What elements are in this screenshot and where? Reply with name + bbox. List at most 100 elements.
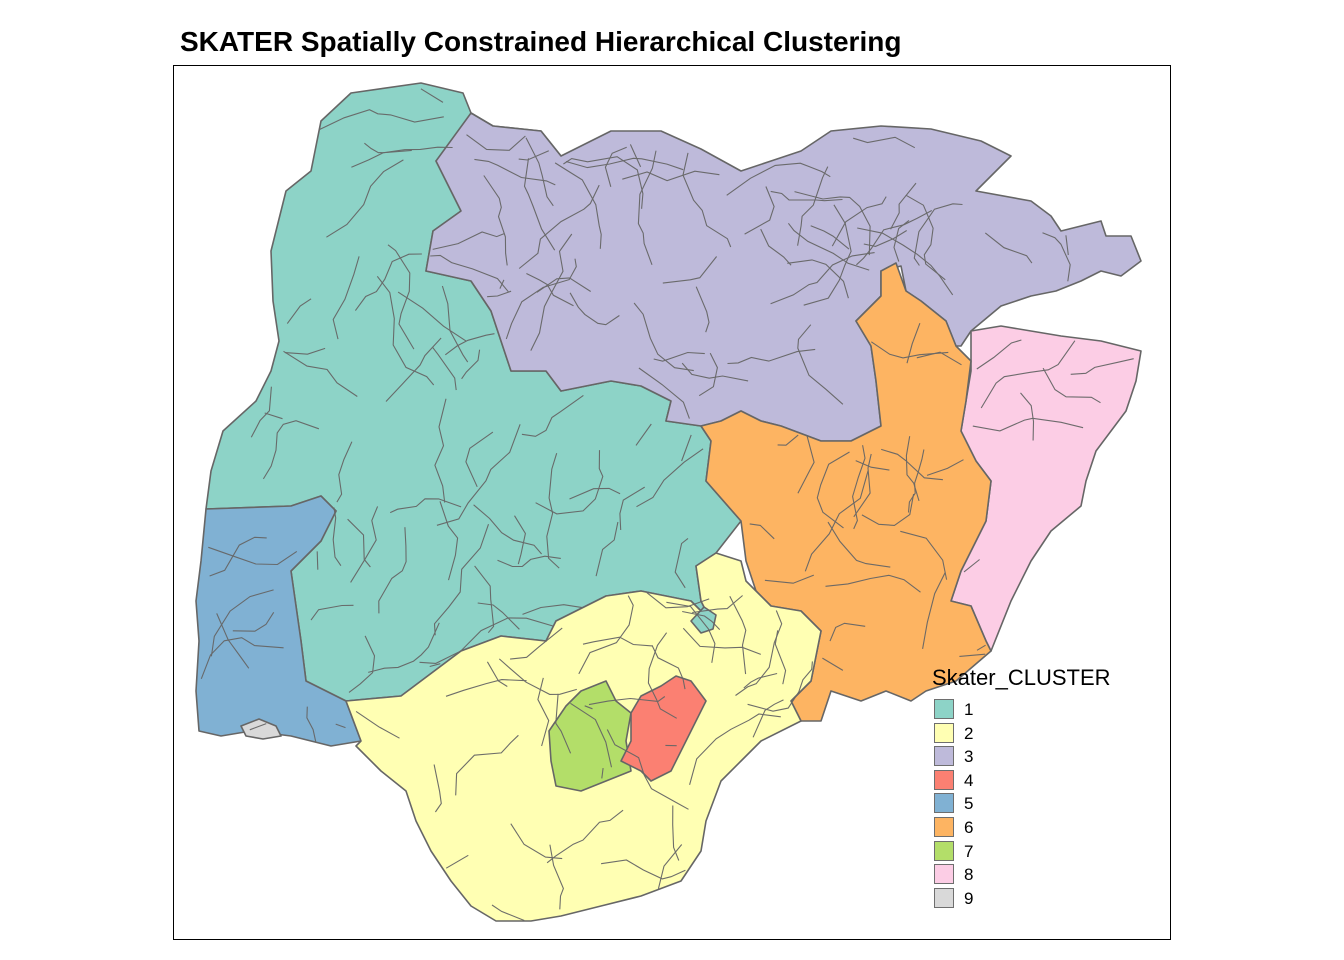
lga-boundary (787, 222, 870, 271)
lga-boundary (881, 448, 943, 481)
lga-boundary (563, 156, 644, 209)
legend-label: 7 (964, 841, 974, 861)
lga-boundary (638, 367, 690, 419)
lga-boundary (439, 501, 459, 581)
cluster-region-1-island (690, 606, 717, 634)
cluster-region-5 (195, 495, 362, 747)
lga-boundary (546, 453, 560, 569)
lga-boundary (351, 146, 453, 168)
lga-boundary (852, 445, 866, 530)
lga-boundary (491, 904, 525, 922)
lga-boundary (569, 487, 621, 500)
lga-boundary (1042, 367, 1101, 404)
lga-boundary (804, 470, 869, 572)
lga-boundary (444, 333, 495, 356)
lga-boundary (477, 602, 520, 630)
lga-boundary (770, 190, 843, 202)
lga-boundary (232, 612, 275, 632)
lga-boundary (474, 158, 556, 186)
lga-boundary (536, 277, 591, 293)
legend-item-6: 6 (932, 816, 992, 841)
lga-boundary (364, 142, 412, 154)
lga-boundary (474, 565, 495, 634)
lga-boundary (465, 431, 494, 488)
lga-boundary (752, 699, 784, 738)
lga-boundary (499, 279, 505, 289)
lga-boundary (853, 453, 872, 518)
lga-boundary (518, 150, 550, 161)
lga-boundary (797, 324, 844, 405)
lga-boundary (326, 159, 404, 238)
lga-boundary (674, 537, 689, 589)
lga-boundary (483, 175, 508, 266)
lga-boundary (651, 645, 686, 690)
lga-boundary (963, 559, 980, 573)
lga-boundary (861, 493, 915, 526)
lga-boundary (286, 298, 312, 324)
lga-boundary (601, 859, 686, 880)
legend-swatch-1 (934, 699, 954, 719)
lga-boundary (629, 144, 642, 168)
lga-boundary (487, 290, 512, 298)
legend-item-9: 9 (932, 887, 992, 912)
legend-swatch-9 (934, 887, 954, 908)
lga-boundary (822, 657, 844, 671)
lga-boundary (972, 417, 1084, 432)
lga-boundary (537, 677, 550, 747)
cluster-region-4 (620, 675, 707, 782)
legend-item-7: 7 (932, 840, 992, 865)
lga-boundary (505, 258, 577, 340)
lga-boundary (466, 134, 526, 151)
lga-boundary (682, 152, 732, 248)
legend-item-5: 5 (932, 793, 992, 817)
lga-boundary (916, 351, 962, 366)
lga-boundary (913, 203, 963, 266)
lga-boundary (510, 627, 563, 660)
lga-boundary (319, 109, 444, 130)
lga-boundary (601, 768, 604, 779)
lga-boundary (922, 572, 946, 649)
lga-boundary (907, 449, 925, 513)
lga-boundary (681, 362, 749, 382)
nigeria-lga-map (195, 82, 1142, 922)
lga-boundary (856, 210, 933, 266)
lga-boundary (350, 506, 379, 583)
lga-boundary (749, 523, 775, 540)
lga-boundary (831, 196, 887, 247)
lga-boundary (498, 658, 577, 695)
lga-boundary (1070, 358, 1134, 375)
lga-boundary (1020, 392, 1035, 441)
lga-boundary (906, 323, 921, 364)
lga-boundary (332, 507, 342, 567)
lga-boundary (310, 604, 354, 621)
lga-boundary (1042, 232, 1071, 282)
lga-boundary (662, 256, 718, 284)
lga-boundary (250, 386, 272, 438)
legend: Skater_CLUSTER 1 2 3 4 5 6 7 8 9 (932, 665, 1111, 908)
legend-swatch-6 (934, 816, 954, 837)
lga-boundary (387, 244, 415, 350)
lga-boundary (764, 574, 815, 584)
lga-boundary (747, 661, 813, 712)
lga-boundary (554, 162, 602, 249)
lga-boundary (692, 595, 743, 614)
legend-swatch-2 (934, 722, 954, 743)
lga-boundary (777, 434, 799, 446)
lga-boundary (348, 635, 376, 693)
lga-boundary (216, 613, 250, 669)
lga-boundary (890, 182, 917, 230)
lga-boundary (355, 710, 400, 739)
lga-boundary (893, 219, 910, 262)
lga-boundary (1065, 235, 1069, 256)
legend-items: 1 2 3 4 5 6 7 8 9 (932, 699, 992, 911)
lga-boundary (980, 340, 1076, 409)
lga-boundary (636, 448, 704, 508)
lga-boundary (653, 351, 705, 362)
lga-boundary (397, 291, 467, 342)
lga-boundary (555, 693, 572, 754)
lga-boundary (816, 451, 850, 529)
lga-boundary (264, 412, 283, 420)
lga-boundary (976, 644, 986, 651)
lga-boundary (797, 435, 815, 494)
lga-boundary (794, 191, 871, 256)
